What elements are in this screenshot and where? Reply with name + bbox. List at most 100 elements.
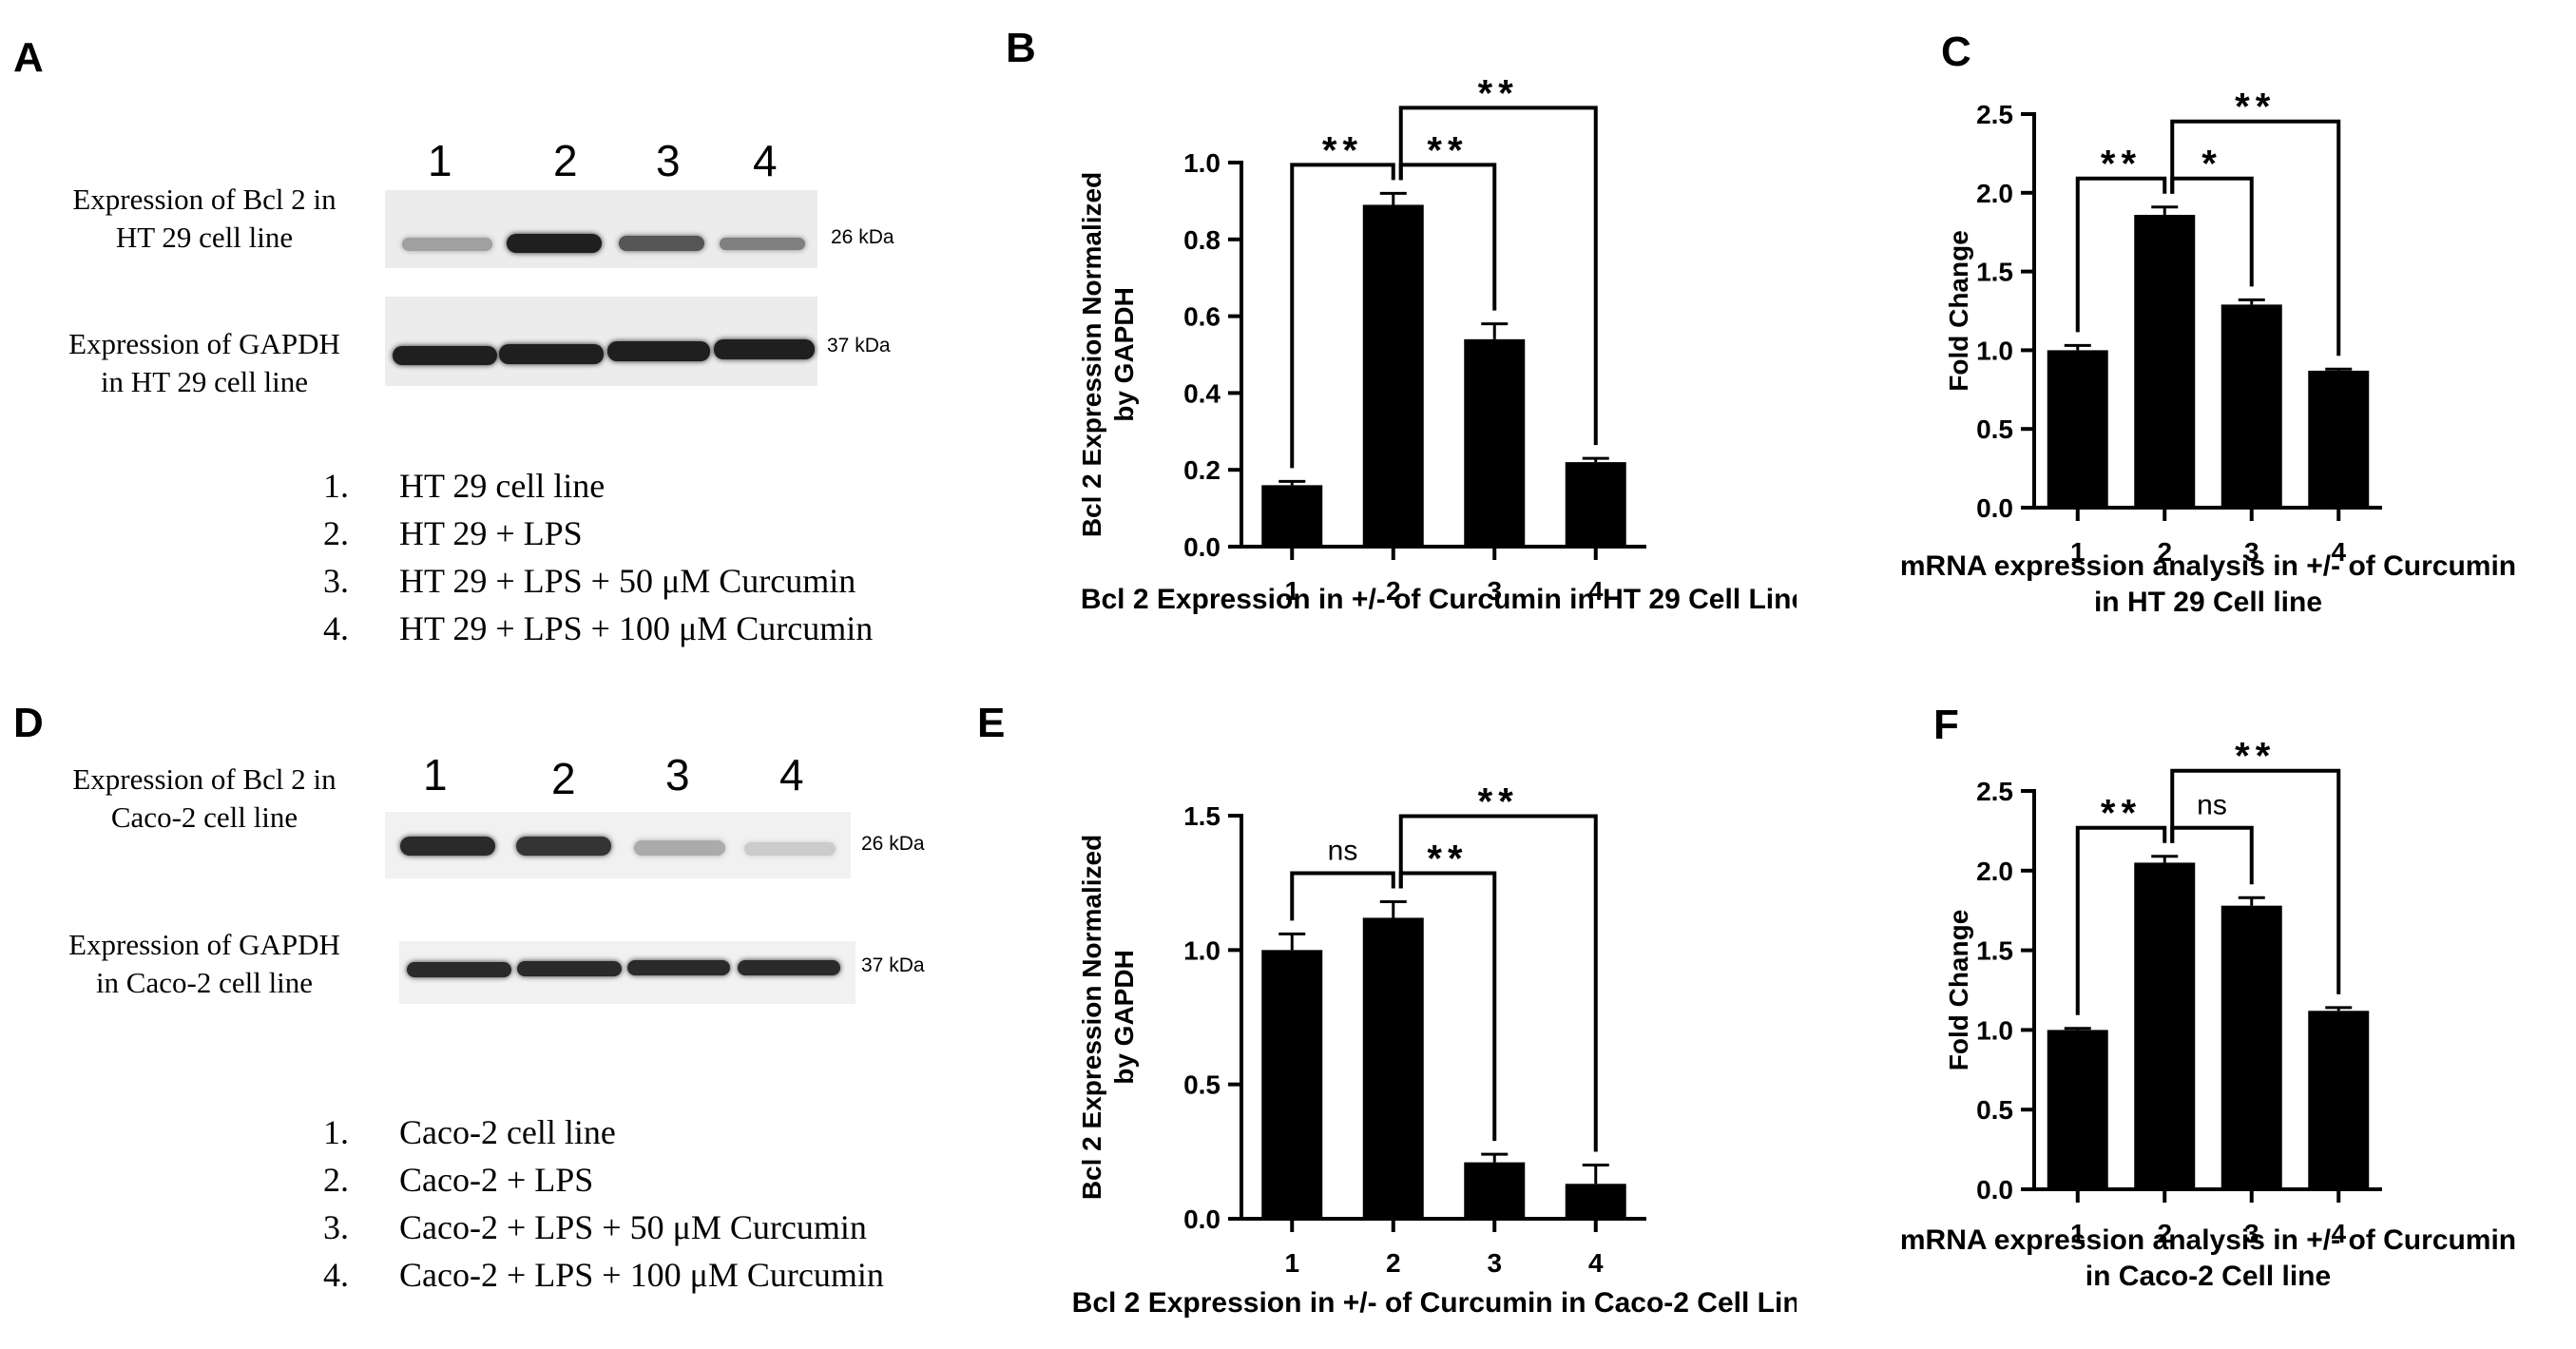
x-tick-label: 2 <box>1386 576 1401 606</box>
y-tick-label: 0.8 <box>1183 225 1221 255</box>
x-tick-label: 4 <box>2331 537 2346 567</box>
legend-item: 1. HT 29 cell line <box>323 467 606 505</box>
y-tick-label: 0.5 <box>1976 1095 2013 1125</box>
legend-item: 3. Caco-2 + LPS + 50 μM Curcumin <box>323 1208 867 1246</box>
lane-label: 4 <box>779 750 804 800</box>
bar <box>1464 338 1526 547</box>
significance-label: ** <box>2101 793 2142 835</box>
bcl2-band <box>744 842 836 856</box>
bcl2-band <box>634 840 725 856</box>
panel-label-d: D <box>13 700 44 746</box>
legend-item: 2. Caco-2 + LPS <box>323 1161 594 1199</box>
lane-label: 3 <box>656 136 681 185</box>
bcl2-band <box>619 236 704 251</box>
y-tick-label: 1.0 <box>1183 148 1221 178</box>
legend-item: 4. HT 29 + LPS + 100 μM Curcumin <box>323 609 874 647</box>
significance-label: ** <box>1478 780 1519 822</box>
panel-label-b: B <box>1006 25 1036 71</box>
significance-label: ns <box>2197 790 2227 821</box>
lane-label: 2 <box>551 754 576 803</box>
gapdh-blot-title: Expression of GAPDH in Caco-2 cell line <box>68 928 340 999</box>
y-tick-label: 0.2 <box>1183 455 1221 485</box>
gapdh-band <box>714 339 815 359</box>
lane-label: 1 <box>423 750 448 800</box>
significance-bracket <box>2075 825 2167 1015</box>
y-axis-label: Bcl 2 Expression Normalized by GAPDH <box>1077 172 1139 537</box>
bcl2-kda-label: 26 kDa <box>861 833 925 855</box>
lane-legend: 1. Caco-2 cell line 2. Caco-2 + LPS 3. Caco… <box>323 1108 884 1299</box>
y-tick-label: 0.5 <box>1183 1070 1221 1100</box>
significance-label: ns <box>1328 835 1358 866</box>
gapdh-blot-membrane <box>385 297 817 386</box>
bar-chart-f: 0.0 0.5 1.0 1.5 2.0 2.5 1 2 3 4 ** ns ** Fold Change m… <box>1900 736 2516 1292</box>
bar <box>1261 950 1323 1219</box>
bar-chart-b: 0.00.20.40.60.81.01 2 3 4** ****Bcl 2 Expres… <box>1077 72 1797 615</box>
gapdh-blot-membrane <box>399 941 855 1004</box>
bar <box>1362 204 1424 547</box>
x-tick-label: 4 <box>2331 1219 2346 1248</box>
x-tick-label: 2 <box>2157 1219 2172 1248</box>
bcl2-band <box>507 234 602 253</box>
y-axis-label: Bcl 2 Expression Normalized by GAPDH <box>1077 835 1139 1200</box>
lane-label: 2 <box>553 136 578 185</box>
x-tick-label: 3 <box>2244 537 2259 567</box>
significance-label: ** <box>2101 144 2142 185</box>
lane-legend: 1. HT 29 cell line 2. HT 29 + LPS 3. HT 29 … <box>323 462 873 652</box>
bar <box>1362 917 1424 1219</box>
x-tick-label: 1 <box>2070 1219 2086 1248</box>
panel-label-c: C <box>1941 29 1971 75</box>
gapdh-band <box>627 960 730 975</box>
bar-chart-c: 0.00.51.01.52.02.51 2 3 4** ***Fold ChangemR… <box>1900 87 2516 618</box>
y-tick-label: 1.0 <box>1976 1015 2013 1045</box>
bcl2-band <box>516 837 611 856</box>
x-tick-label: 3 <box>1487 576 1502 606</box>
legend-item: 3. HT 29 + LPS + 50 μM Curcumin <box>323 562 856 600</box>
legend-item: 1. Caco-2 cell line <box>323 1113 616 1151</box>
bar <box>2308 1011 2370 1189</box>
bar <box>2220 304 2282 508</box>
legend-item: 4. Caco-2 + LPS + 100 μM Curcumin <box>323 1256 884 1294</box>
y-tick-label: 1.0 <box>1183 935 1221 965</box>
bar <box>1565 1184 1626 1219</box>
y-tick-label: 0.4 <box>1183 378 1221 408</box>
gapdh-kda-label: 37 kDa <box>827 335 891 357</box>
x-tick-label: 2 <box>2157 537 2172 567</box>
gapdh-band <box>499 344 604 364</box>
bcl2-kda-label: 26 kDa <box>831 226 894 248</box>
y-axis-label: Fold Change <box>1944 910 1973 1071</box>
x-axis-label: mRNA expression analysis in +/- of Curcu… <box>1900 550 2516 618</box>
significance-bracket <box>1398 106 1598 446</box>
panel-label-e: E <box>977 700 1006 746</box>
significance-label: ** <box>2235 87 2276 128</box>
x-tick-label: 3 <box>1487 1248 1502 1278</box>
panel-label-a: A <box>13 34 44 81</box>
significance-bracket <box>1398 814 1598 1152</box>
gapdh-blot-title: Expression of GAPDH in HT 29 cell line <box>68 327 340 398</box>
bar <box>2047 1030 2108 1189</box>
x-tick-label: 4 <box>1588 1248 1604 1278</box>
y-tick-label: 0.6 <box>1183 302 1221 332</box>
x-axis-label: Bcl 2 Expression in +/- of Curcumin in H… <box>1081 584 1797 615</box>
bcl2-blot-membrane <box>385 812 851 878</box>
significance-bracket <box>1290 163 1395 469</box>
significance-label: ** <box>1478 72 1519 114</box>
bar-chart-e: 0.0 0.5 1.0 1.5 1 2 3 4 ns **** Bcl 2 Expression N… <box>1072 780 1797 1319</box>
y-tick-label: 1.5 <box>1976 258 2013 287</box>
bar <box>2134 214 2196 508</box>
x-tick-label: 1 <box>2070 537 2086 567</box>
y-tick-label: 2.5 <box>1976 777 2013 806</box>
x-tick-label: 1 <box>1284 576 1299 606</box>
bcl2-blot-membrane <box>385 190 817 268</box>
bcl2-band <box>400 837 495 856</box>
bcl2-band <box>720 238 805 250</box>
gapdh-band <box>517 961 622 976</box>
significance-label: ** <box>1427 838 1468 879</box>
y-tick-label: 0.0 <box>1976 493 2013 523</box>
bar <box>1464 1162 1526 1219</box>
significance-bracket <box>2170 119 2341 357</box>
y-tick-label: 2.0 <box>1976 857 2013 886</box>
significance-label: * <box>2201 144 2222 185</box>
y-tick-label: 0.0 <box>1183 1204 1221 1234</box>
bcl2-band <box>402 238 492 251</box>
x-tick-label: 1 <box>1284 1248 1299 1278</box>
